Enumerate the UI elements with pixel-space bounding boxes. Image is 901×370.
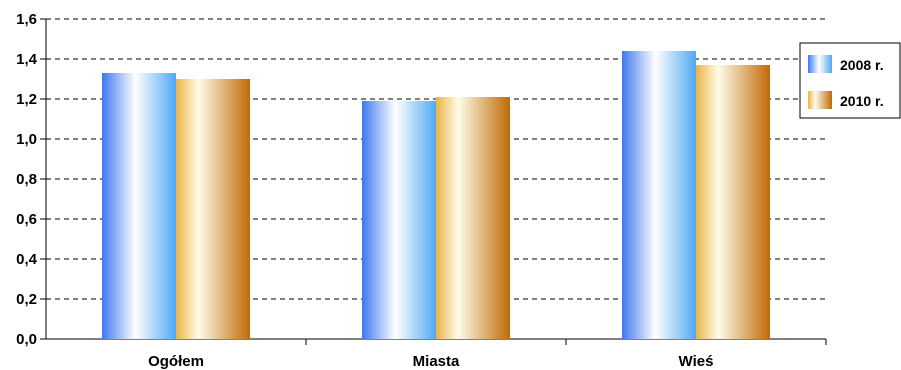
legend: 2008 r. 2010 r.	[799, 42, 901, 119]
bar	[436, 97, 510, 339]
y-tick-label: 1,2	[16, 91, 37, 108]
axis-labels: 0,0 0,2 0,4 0,6 0,8 1,0 1,2 1,4 1,6 Ogółem Miasta W…	[16, 11, 713, 370]
bar	[696, 65, 770, 339]
bar	[176, 79, 250, 339]
bar	[622, 51, 696, 339]
legend-swatch	[808, 55, 832, 73]
y-tick-label: 0,8	[16, 171, 37, 188]
x-category-label: Ogółem	[148, 353, 204, 370]
x-category-label: Miasta	[413, 353, 460, 370]
bar	[362, 101, 436, 339]
y-tick-label: 1,6	[16, 11, 37, 28]
y-tick-label: 0,2	[16, 291, 37, 308]
y-tick-label: 0,6	[16, 211, 37, 228]
x-category-label: Wieś	[679, 353, 714, 370]
y-tick-label: 0,0	[16, 331, 37, 348]
y-tick-label: 1,4	[16, 51, 38, 68]
bars	[102, 51, 770, 339]
y-tick-label: 1,0	[16, 131, 37, 148]
legend-swatch	[808, 91, 832, 109]
y-tick-label: 0,4	[16, 251, 38, 268]
legend-label: 2008 r.	[840, 57, 884, 73]
legend-label: 2010 r.	[840, 93, 884, 109]
bar	[102, 73, 176, 339]
